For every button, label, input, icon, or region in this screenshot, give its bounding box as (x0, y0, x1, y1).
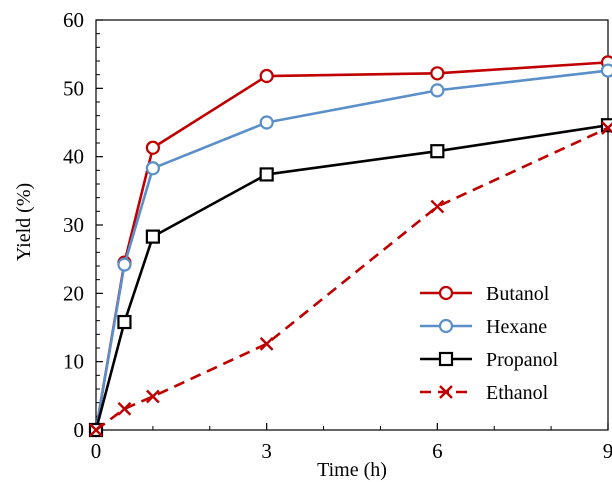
data-point-ethanol (601, 121, 612, 135)
series-hexane (88, 63, 612, 438)
data-point-ethanol (146, 389, 160, 404)
data-point-propanol (259, 167, 274, 182)
series-line-propanol (94, 123, 609, 431)
series-line-ethanol (95, 126, 609, 432)
y-tick-label: 0 (74, 418, 85, 442)
x-tick-label: 0 (91, 439, 102, 463)
data-point-butanol (430, 66, 445, 81)
data-point-butanol (259, 68, 274, 84)
data-point-propanol (145, 229, 160, 244)
data-point-propanol (600, 118, 612, 133)
legend: Butanol Hexane Propanol Ethanol (420, 283, 559, 404)
y-axis-title: Yield (%) (13, 183, 35, 261)
y-tick-label: 60 (63, 8, 84, 32)
data-point-hexane (117, 257, 132, 272)
series-line-hexane (94, 69, 609, 431)
x-tick-label: 6 (432, 439, 443, 463)
x-marker-stroke (439, 385, 453, 399)
legend-label: Butanol (486, 283, 550, 305)
data-point-hexane (600, 63, 612, 78)
data-point-hexane (145, 161, 160, 176)
data-point-ethanol (89, 423, 103, 437)
x-marker-stroke (259, 337, 274, 351)
legend-marker (439, 385, 453, 399)
x-marker-stroke (601, 122, 612, 135)
x-marker-stroke (430, 199, 445, 214)
series-layer (88, 55, 612, 438)
data-point-propanol (430, 144, 445, 159)
x-marker-stroke (89, 423, 103, 437)
data-point-ethanol (430, 199, 445, 214)
x-marker-stroke (117, 401, 132, 416)
data-point-hexane (259, 115, 274, 130)
legend-item-hexane: Hexane (420, 316, 547, 338)
x-marker-stroke (146, 389, 160, 404)
x-axis-title: Time (h) (317, 459, 387, 481)
legend-marker (438, 285, 454, 301)
y-axis-ticks: 0 10 20 30 40 50 60 (63, 8, 103, 442)
y-tick-label: 40 (63, 145, 84, 169)
legend-label: Propanol (486, 349, 559, 371)
x-axis-ticks: 0 3 6 9 (91, 423, 612, 463)
x-tick-label: 9 (603, 439, 612, 463)
series-ethanol (89, 121, 612, 437)
data-point-hexane (430, 83, 445, 98)
legend-item-propanol: Propanol (420, 349, 559, 371)
y-tick-label: 20 (63, 281, 84, 305)
legend-item-butanol: Butanol (420, 283, 550, 305)
y-tick-label: 50 (63, 76, 84, 100)
legend-label: Ethanol (486, 382, 549, 404)
data-point-ethanol (117, 401, 132, 416)
legend-item-ethanol: Ethanol (420, 382, 549, 404)
legend-marker (438, 351, 454, 367)
data-point-butanol (145, 140, 160, 155)
legend-label: Hexane (486, 316, 547, 338)
data-point-propanol (117, 314, 132, 330)
y-tick-label: 10 (63, 350, 84, 374)
x-tick-label: 3 (261, 439, 272, 463)
data-point-ethanol (259, 337, 274, 351)
y-tick-label: 30 (63, 213, 84, 237)
legend-marker (438, 318, 454, 334)
series-butanol (88, 55, 612, 438)
series-line-butanol (94, 61, 609, 431)
